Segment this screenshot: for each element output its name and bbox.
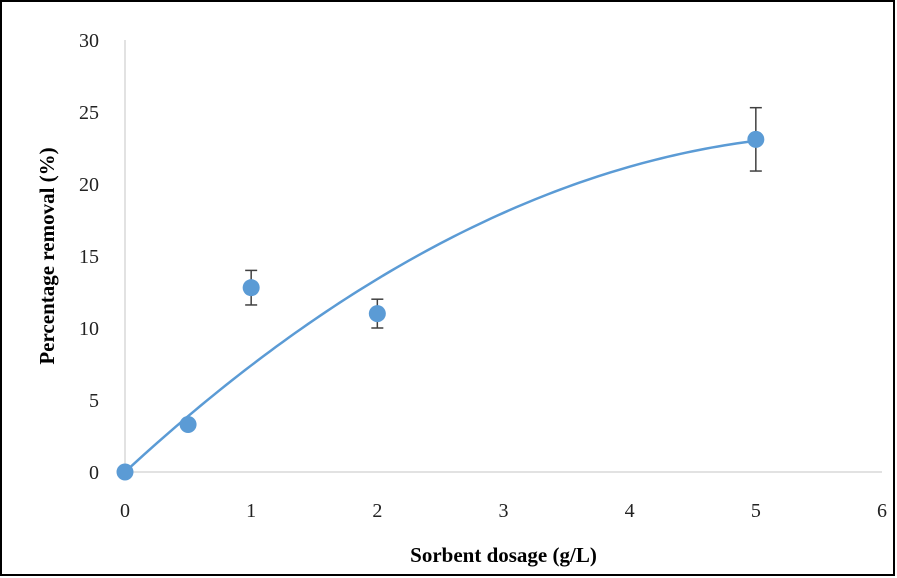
data-point <box>747 130 765 148</box>
y-tick-label: 10 <box>79 318 99 340</box>
y-tick-label: 5 <box>89 390 99 412</box>
y-tick-label: 0 <box>89 462 99 484</box>
y-tick-label: 25 <box>79 102 99 124</box>
x-tick-label: 2 <box>372 500 382 522</box>
y-tick-label: 30 <box>79 30 99 52</box>
x-tick-label: 4 <box>625 500 635 522</box>
x-axis-title: Sorbent dosage (g/L) <box>410 543 597 567</box>
x-tick-label: 5 <box>751 500 761 522</box>
y-tick-label: 20 <box>79 174 99 196</box>
y-tick-label: 15 <box>79 246 99 268</box>
y-tick-labels: 0 5 10 15 20 25 30 <box>79 30 99 484</box>
data-point <box>368 305 386 323</box>
data-point <box>116 463 134 481</box>
y-axis-title: Percentage removal (%) <box>35 147 59 364</box>
x-tick-label: 6 <box>877 500 887 522</box>
data-points <box>116 130 765 481</box>
x-tick-label: 0 <box>120 500 130 522</box>
data-point <box>242 279 260 297</box>
chart-axes <box>124 40 882 473</box>
trendline <box>124 139 756 473</box>
x-tick-labels: 0 1 2 3 4 5 6 <box>120 500 887 522</box>
error-bars <box>245 106 762 329</box>
x-tick-label: 1 <box>246 500 256 522</box>
x-tick-label: 3 <box>499 500 509 522</box>
data-point <box>179 415 197 433</box>
